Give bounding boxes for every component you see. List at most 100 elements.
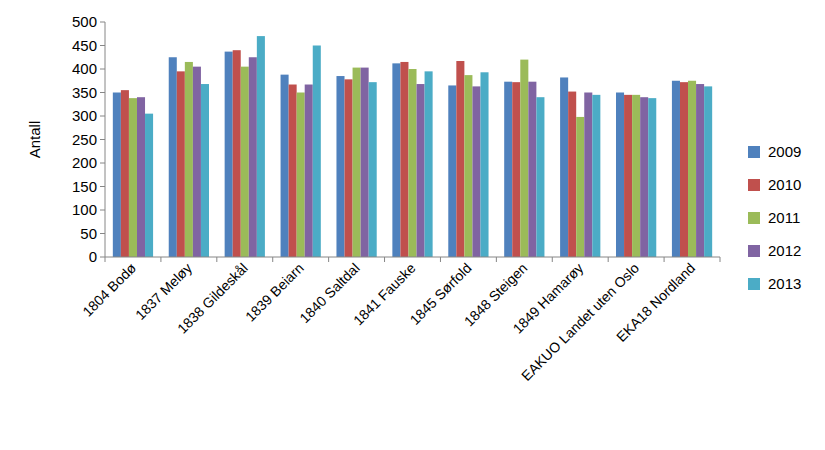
y-tick-label: 300: [72, 107, 97, 124]
bar: [297, 93, 305, 258]
bar: [696, 84, 704, 257]
bars: [113, 36, 712, 257]
bar: [425, 71, 433, 257]
y-tick: [100, 45, 105, 46]
y-tick: [100, 233, 105, 234]
bar: [249, 57, 257, 257]
bar: [560, 77, 568, 257]
x-tick: [216, 257, 217, 262]
bar: [520, 60, 528, 257]
y-tick: [100, 69, 105, 70]
bar: [169, 57, 177, 257]
bar: [369, 82, 377, 257]
bar: [528, 82, 536, 257]
y-tick-label: 200: [72, 154, 97, 171]
bar: [536, 97, 544, 257]
bar: [353, 68, 361, 257]
legend-swatch: [748, 179, 760, 191]
bar: [688, 81, 696, 257]
x-tick: [440, 257, 441, 262]
bar: [408, 69, 416, 257]
bar: [336, 76, 344, 257]
legend-label: 2011: [768, 209, 800, 226]
y-tick-label: 100: [72, 201, 97, 218]
bar: [305, 85, 313, 257]
x-tick: [160, 257, 161, 262]
y-tick-label: 250: [72, 131, 97, 148]
bar: [624, 95, 632, 257]
bar: [257, 36, 265, 257]
legend-swatch: [748, 212, 760, 224]
x-tick: [384, 257, 385, 262]
bar: [113, 93, 121, 258]
x-tick: [496, 257, 497, 262]
x-tick: [552, 257, 553, 262]
bar: [361, 68, 369, 257]
y-axis-label: Antall: [26, 121, 43, 159]
x-tick-label: 1804 Bodø: [79, 259, 139, 319]
y-tick: [100, 257, 105, 258]
y-tick-label: 500: [72, 13, 97, 30]
bar: [145, 114, 153, 257]
legend-label: 2013: [768, 275, 801, 292]
bar: [241, 67, 249, 257]
bar: [576, 117, 584, 257]
bar: [456, 61, 464, 257]
y-tick: [100, 116, 105, 117]
bar: [632, 95, 640, 257]
bar: [472, 86, 480, 257]
y-tick-label: 350: [72, 84, 97, 101]
y-tick: [100, 210, 105, 211]
bar: [480, 72, 488, 257]
bar: [672, 81, 680, 257]
bar: [512, 82, 520, 257]
bar: [417, 84, 425, 257]
bar: [313, 46, 321, 258]
bar: [648, 98, 656, 257]
x-tick: [272, 257, 273, 262]
x-axis: [105, 257, 720, 258]
bar: [185, 62, 193, 257]
bar: [592, 95, 600, 257]
y-tick: [100, 186, 105, 187]
bar: [448, 85, 456, 257]
x-tick: [608, 257, 609, 262]
legend-label: 2010: [768, 176, 801, 193]
bar: [281, 75, 289, 257]
y-tick: [100, 92, 105, 93]
bar: [177, 71, 185, 257]
legend-swatch: [748, 278, 760, 290]
bar: [568, 92, 576, 257]
y-tick-label: 0: [89, 248, 97, 265]
y-tick-label: 150: [72, 178, 97, 195]
bar: [392, 63, 400, 257]
x-tick-label: 1838 Gildeskål: [174, 260, 251, 337]
x-tick: [664, 257, 665, 262]
bar: [345, 79, 353, 257]
bar: [680, 82, 688, 257]
bar: [193, 67, 201, 257]
bar: [584, 93, 592, 258]
bar: [464, 75, 472, 257]
legend-swatch: [748, 146, 760, 158]
x-tick: [105, 257, 106, 262]
y-tick: [100, 139, 105, 140]
bar: [233, 50, 241, 257]
bar: [616, 93, 624, 258]
bar: [225, 52, 233, 257]
x-tick-label: EKA18 Nordland: [613, 260, 698, 345]
legend-label: 2012: [768, 242, 801, 259]
bar: [121, 90, 129, 257]
legend-swatch: [748, 245, 760, 257]
bar: [400, 62, 408, 257]
bar: [289, 85, 297, 257]
bar: [201, 84, 209, 257]
bar: [704, 86, 712, 257]
x-tick: [720, 257, 721, 262]
y-tick-label: 50: [80, 225, 97, 242]
bar: [137, 97, 145, 257]
y-tick: [100, 22, 105, 23]
y-tick-label: 400: [72, 60, 97, 77]
bar: [129, 98, 137, 257]
bar: [640, 97, 648, 257]
